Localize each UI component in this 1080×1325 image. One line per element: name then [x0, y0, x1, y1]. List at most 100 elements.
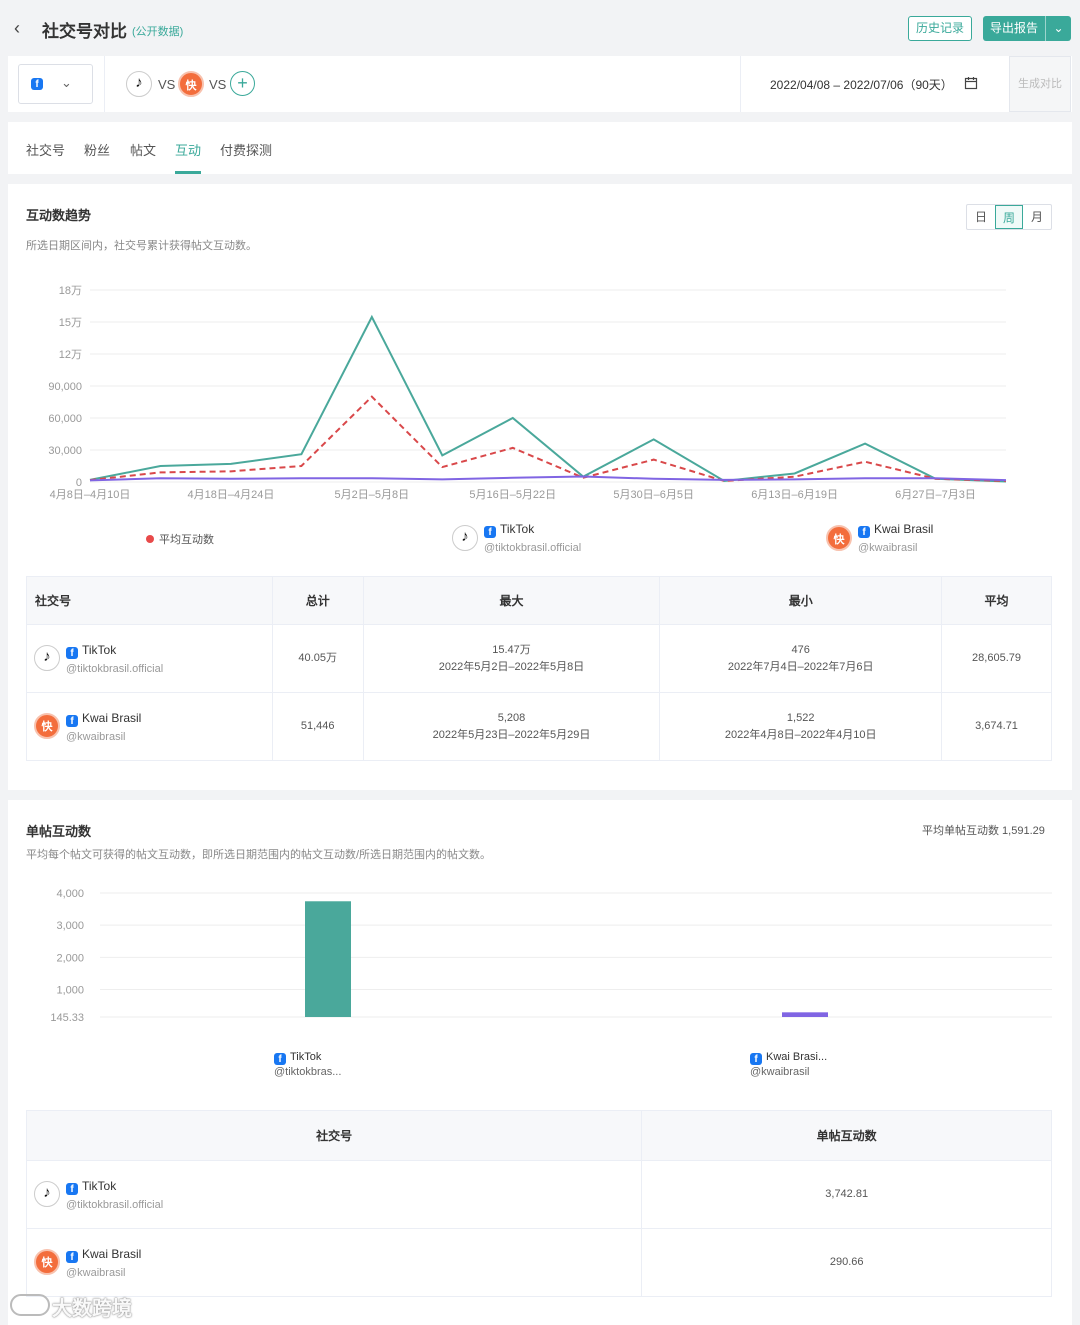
- export-report-label[interactable]: 导出报告: [989, 21, 1038, 35]
- account-name[interactable]: f TikTok: [66, 1178, 116, 1195]
- tab-posts[interactable]: 帖文: [130, 143, 157, 158]
- col-header-avg: 平均: [941, 576, 1052, 625]
- col-header-per-post: 单帖互动数: [641, 1110, 1052, 1161]
- tab-accounts[interactable]: 社交号: [26, 143, 66, 158]
- divider: [740, 56, 741, 112]
- account-selector-bar: f ⌄ VS VS + 2022/04/08 – 2022/07/06（90天）…: [8, 56, 1072, 112]
- date-range-picker[interactable]: 2022/04/08 – 2022/07/06（90天）: [770, 78, 953, 92]
- back-arrow-icon[interactable]: ‹: [14, 18, 20, 38]
- legend-tiktok-name[interactable]: f TikTok: [484, 522, 534, 538]
- kwai-avatar: [34, 1249, 60, 1275]
- account-name[interactable]: f Kwai Brasil: [66, 1246, 141, 1263]
- granularity-toggle: 日 周 月: [966, 204, 1052, 230]
- y-tick-label: 4,000: [56, 888, 84, 900]
- account-handle: @kwaibrasil: [66, 731, 126, 743]
- interaction-trend-card: 互动数趋势 所选日期区间内，社交号累计获得帖文互动数。 日 周 月 0 30,00…: [8, 184, 1072, 790]
- tab-fans[interactable]: 粉丝: [84, 143, 111, 158]
- x-tick-label: 5月2日–5月8日: [335, 489, 410, 501]
- vs-label: VS: [209, 77, 227, 92]
- per-post-value-cell: 290.66: [641, 1228, 1052, 1297]
- add-account-icon[interactable]: +: [230, 71, 255, 96]
- y-tick-label: 60,000: [48, 413, 82, 425]
- total-cell: 51,446: [271, 692, 364, 761]
- chevron-down-icon: ⌄: [61, 75, 72, 90]
- tab-interaction[interactable]: 互动: [175, 143, 202, 158]
- tiktok-avatar: [452, 525, 478, 551]
- export-report-button[interactable]: 导出报告 ⌄: [983, 16, 1071, 41]
- account-handle: @kwaibrasil: [66, 1267, 126, 1279]
- trend-title: 互动数趋势: [26, 208, 92, 223]
- facebook-icon: f: [750, 1053, 762, 1065]
- min-cell: 1,522 2022年4月8日–2022年4月10日: [659, 692, 943, 761]
- granularity-day[interactable]: 日: [974, 210, 987, 224]
- facebook-icon: f: [66, 1183, 78, 1195]
- y-tick-label: 1,000: [56, 985, 84, 997]
- facebook-icon: f: [66, 715, 78, 727]
- interaction-trend-chart: 0 30,000 60,000 90,000 12万 15万 18万 4月8日–4月10日 4月…: [48, 285, 1007, 501]
- vs-label: VS: [158, 77, 176, 92]
- account-name[interactable]: f Kwai Brasil: [66, 710, 141, 727]
- generate-comparison-button[interactable]: 生成对比: [1009, 56, 1071, 112]
- page-subtitle: (公开数据): [132, 26, 184, 38]
- history-button[interactable]: 历史记录: [908, 16, 972, 41]
- trend-description: 所选日期区间内，社交号累计获得帖文互动数。: [26, 240, 257, 252]
- top-bar: ‹ 社交号对比 (公开数据) 历史记录 导出报告 ⌄: [0, 0, 1080, 56]
- tab-paid-detection[interactable]: 付费探测: [220, 143, 273, 158]
- tiktok-avatar[interactable]: [126, 71, 152, 97]
- kwai-bar: [782, 1012, 828, 1017]
- tiktok-avatar: [34, 1181, 60, 1207]
- y-tick-label: 12万: [59, 349, 82, 361]
- col-header-max: 最大: [362, 576, 661, 625]
- x-tick-label: 6月27日–7月3日: [895, 489, 976, 501]
- col-header-total: 总计: [271, 576, 364, 625]
- account-name[interactable]: f TikTok: [66, 642, 116, 659]
- col-header-min: 最小: [659, 576, 943, 625]
- kwai-avatar: [34, 713, 60, 739]
- bar-label-tiktok-handle: @tiktokbras...: [274, 1066, 342, 1078]
- single-description: 平均每个帖文可获得的帖文互动数，即所选日期范围内的帖文互动数/所选日期范围内的帖…: [26, 849, 492, 861]
- calendar-icon[interactable]: [964, 76, 978, 90]
- y-tick-label: 3,000: [56, 920, 84, 932]
- total-cell: 40.05万: [271, 624, 364, 693]
- max-cell: 5,208 2022年5月23日–2022年5月29日: [362, 692, 661, 761]
- chevron-down-icon[interactable]: ⌄: [1045, 16, 1071, 41]
- y-tick-label: 145.33: [50, 1012, 84, 1024]
- average-series-line: [89, 395, 1007, 482]
- y-tick-label: 30,000: [48, 445, 82, 457]
- legend-kwai-name[interactable]: f Kwai Brasil: [858, 522, 933, 538]
- y-tick-label: 90,000: [48, 381, 82, 393]
- y-tick-label: 0: [76, 477, 82, 489]
- kwai-avatar[interactable]: [178, 71, 204, 97]
- legend-kwai-handle: @kwaibrasil: [858, 542, 918, 554]
- divider: [104, 56, 105, 112]
- granularity-month[interactable]: 月: [1030, 210, 1043, 224]
- col-header-account: 社交号: [26, 576, 273, 625]
- bar-label-kwai-handle: @kwaibrasil: [750, 1066, 810, 1078]
- tiktok-bar: [305, 901, 351, 1017]
- account-handle: @tiktokbrasil.official: [66, 1199, 164, 1211]
- min-cell: 476 2022年7月4日–2022年7月6日: [659, 624, 943, 693]
- watermark-text: 大数跨境: [52, 1298, 132, 1320]
- tiktok-avatar: [34, 645, 60, 671]
- active-tab-indicator: [175, 171, 201, 174]
- x-tick-label: 4月18日–4月24日: [188, 489, 275, 501]
- x-tick-label: 4月8日–4月10日: [50, 489, 131, 501]
- red-dot-icon: [146, 535, 154, 543]
- x-tick-label: 5月16日–5月22日: [469, 489, 556, 501]
- kwai-avatar: [826, 525, 852, 551]
- y-tick-label: 18万: [59, 285, 82, 297]
- bar-label-kwai-name: f Kwai Brasi...: [750, 1051, 827, 1065]
- facebook-icon: f: [66, 1251, 78, 1263]
- legend-average[interactable]: 平均互动数: [146, 531, 214, 547]
- single-post-bar-chart: 145.33 1,000 2,000 3,000 4,000: [50, 888, 1052, 1024]
- avg-cell: 28,605.79: [941, 624, 1052, 693]
- platform-dropdown[interactable]: f ⌄: [18, 64, 93, 104]
- granularity-week[interactable]: 周: [995, 205, 1023, 229]
